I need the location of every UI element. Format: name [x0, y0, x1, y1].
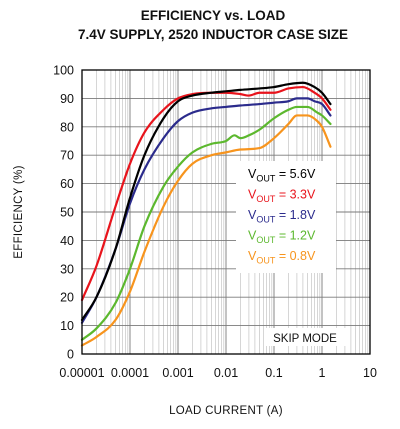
x-axis-ticks: 0.00001 0.0001 0.001 0.01 0.1 1 10 [59, 366, 377, 380]
series-line-2 [80, 85, 332, 302]
y-tick-label: 80 [60, 120, 74, 134]
series-line-1 [80, 81, 332, 322]
x-tick-label: 0.0001 [111, 366, 149, 380]
x-tick-label: 0.001 [162, 366, 193, 380]
y-tick-label: 20 [60, 291, 74, 305]
x-tick-label: 1 [319, 366, 326, 380]
legend-entry: VOUT = 0.8V [248, 249, 316, 266]
x-axis-label: LOAD CURRENT (A) [169, 405, 283, 417]
y-tick-label: 100 [53, 64, 74, 78]
series-layer [80, 81, 332, 347]
y-tick-label: 30 [60, 262, 74, 276]
x-tick-label: 0.00001 [59, 366, 104, 380]
series-line-3 [80, 97, 332, 324]
y-tick-label: 40 [60, 234, 74, 248]
y-tick-label: 60 [60, 177, 74, 191]
y-tick-label: 70 [60, 149, 74, 163]
chart-subtitle: 7.4V SUPPLY, 2520 INDUCTOR CASE SIZE [78, 27, 348, 42]
skip-mode-annotation: SKIP MODE [273, 333, 337, 345]
x-tick-label: 0.01 [214, 366, 238, 380]
y-axis-label: EFFICIENCY (%) [13, 165, 25, 258]
y-tick-label: 10 [60, 319, 74, 333]
y-tick-label: 0 [67, 348, 74, 362]
legend: VOUT = 5.6V VOUT = 3.3V VOUT = 1.8V VOUT = … [248, 167, 316, 266]
plot-frame [81, 69, 371, 355]
legend-entry: VOUT = 1.2V [248, 229, 316, 246]
skip-mode-label-background [264, 328, 346, 346]
legend-entry: VOUT = 5.6V [248, 167, 316, 184]
series-line-5 [80, 114, 332, 347]
series-line-4 [80, 105, 332, 341]
x-tick-label: 0.1 [265, 366, 282, 380]
y-tick-label: 50 [60, 206, 74, 220]
x-tick-label: 10 [363, 366, 377, 380]
legend-entry: VOUT = 1.8V [248, 208, 316, 225]
y-tick-label: 90 [60, 92, 74, 106]
chart-title: EFFICIENCY vs. LOAD [141, 8, 286, 23]
y-axis-ticks: 0 10 20 30 40 50 60 70 80 90 100 [53, 64, 74, 362]
legend-entry: VOUT = 3.3V [248, 188, 316, 205]
legend-background [236, 161, 336, 273]
